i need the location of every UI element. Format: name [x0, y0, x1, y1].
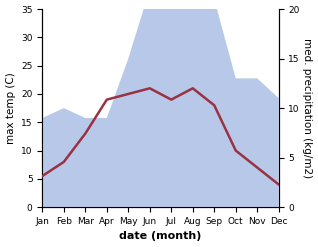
X-axis label: date (month): date (month) [119, 231, 202, 242]
Y-axis label: med. precipitation (kg/m2): med. precipitation (kg/m2) [302, 38, 313, 178]
Y-axis label: max temp (C): max temp (C) [5, 72, 16, 144]
